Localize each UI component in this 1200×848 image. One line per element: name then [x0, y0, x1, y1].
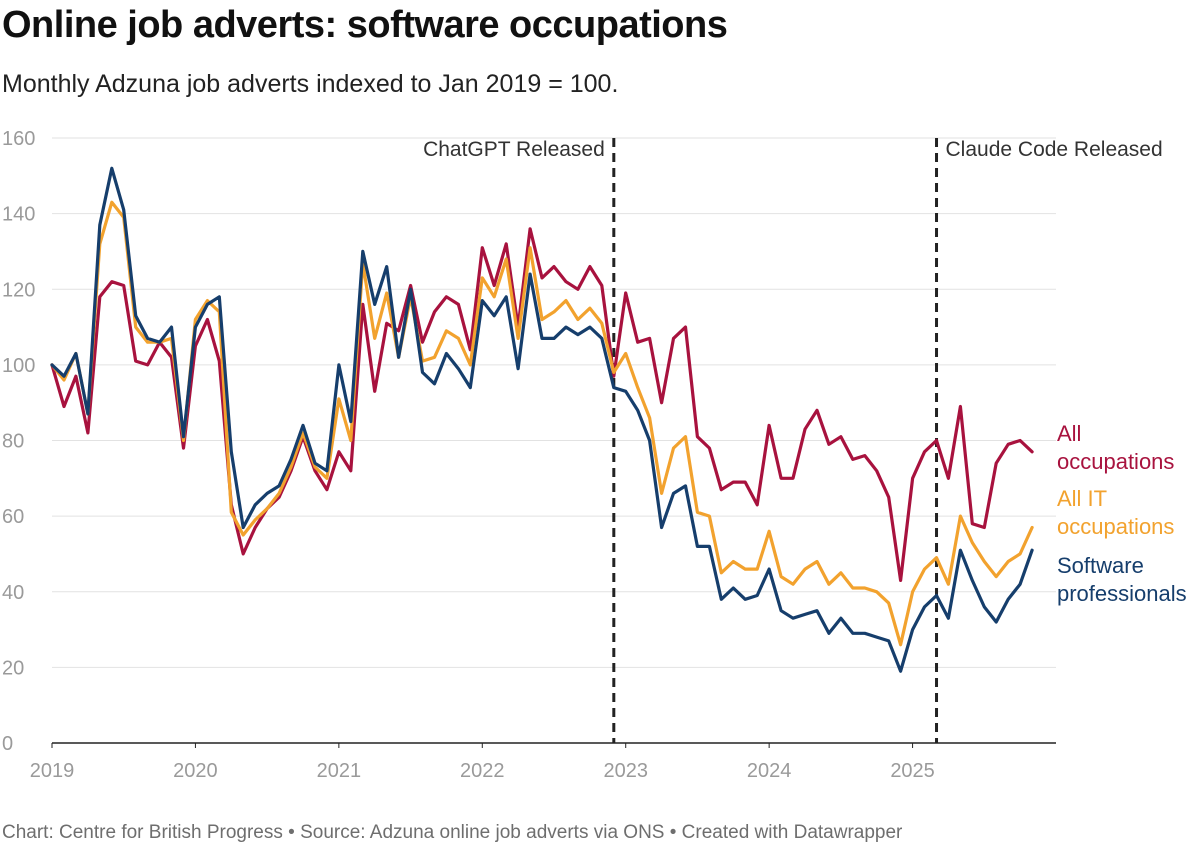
x-tick-label-2021: 2021 [317, 760, 362, 782]
series-label-2-line-0: Software [1057, 553, 1144, 578]
x-tick-label-2019: 2019 [30, 760, 75, 782]
y-tick-label-80: 80 [2, 431, 24, 453]
x-tick-label-2020: 2020 [173, 760, 218, 782]
y-tick-label-140: 140 [2, 204, 35, 226]
x-tick-label-2025: 2025 [890, 760, 935, 782]
series-line-1 [50, 200, 1034, 647]
series-label-1-line-1: occupations [1057, 514, 1174, 539]
y-tick-label-40: 40 [2, 582, 24, 604]
chart-title: Online job adverts: software occupations [2, 4, 728, 46]
series-label-0-line-0: All [1057, 421, 1081, 446]
series-label-1: All IT occupations [1057, 486, 1174, 539]
y-tick-label-20: 20 [2, 657, 24, 679]
series-line-2 [50, 166, 1034, 673]
x-tick-label-2022: 2022 [460, 760, 505, 782]
event-label-1: Claude Code Released [946, 138, 1163, 161]
series-label-2: Software professionals [1057, 553, 1187, 606]
series-lines [50, 166, 1034, 673]
chart-subtitle: Monthly Adzuna job adverts indexed to Ja… [2, 70, 619, 98]
x-tick-label-2024: 2024 [747, 760, 792, 782]
series-label-2-line-1: professionals [1057, 581, 1187, 606]
x-tick-label-2023: 2023 [603, 760, 648, 782]
event-label-0: ChatGPT Released [423, 138, 605, 161]
series-line-0 [50, 227, 1034, 583]
y-tick-label-160: 160 [2, 128, 35, 150]
series-label-0: All occupations [1057, 421, 1174, 474]
series-label-1-line-0: All IT [1057, 486, 1107, 511]
y-tick-label-100: 100 [2, 355, 35, 377]
chart-footer: Chart: Centre for British Progress • Sou… [2, 822, 903, 843]
series-labels: All occupations All IT occupations Software p… [1057, 421, 1187, 606]
series-label-0-line-1: occupations [1057, 449, 1174, 474]
y-tick-label-60: 60 [2, 506, 24, 528]
y-tick-label-0: 0 [2, 733, 13, 755]
y-tick-label-120: 120 [2, 279, 35, 301]
y-axis: 0 20 40 60 80 100 120 140 160 [2, 128, 35, 755]
x-axis: 2019 2020 2021 2022 2023 2024 2025 [30, 743, 935, 782]
